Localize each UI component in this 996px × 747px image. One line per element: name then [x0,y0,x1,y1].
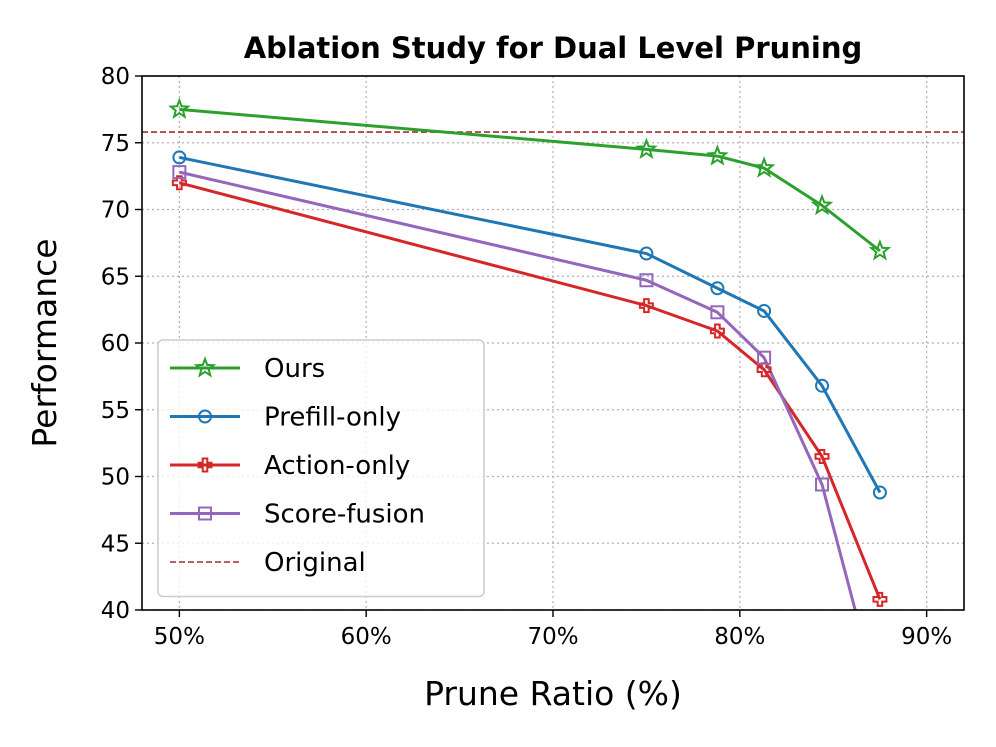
y-tick-label: 55 [101,398,130,424]
data-point-action-only [814,448,830,464]
ticks: 50% 60% 70% 80% 90% 40 45 50 55 60 65 70 75 80 [101,64,952,650]
legend-box [157,339,485,598]
data-point-ours [810,193,834,216]
data-point-ours [752,156,776,178]
data-point-action-only [638,298,654,314]
data-point-score-fusion [172,165,187,180]
x-tick-label: 90% [901,624,952,650]
legend-marker-score-fusion [198,506,212,521]
legend: Ours Prefill-only Action-only Score-fusion O… [157,339,485,598]
y-tick-label: 75 [101,131,130,157]
series-line-action-only [178,181,882,600]
data-point-prefill-only [815,378,830,393]
x-axis-title: Prune Ratio (%) [424,674,682,713]
data-point-ours [168,97,191,119]
y-tick-label: 80 [101,64,130,90]
data-point-score-fusion [874,697,886,709]
y-tick-label: 45 [101,531,130,557]
data-point-score-fusion [757,350,772,365]
data-point-score-fusion [639,273,654,288]
data-point-prefill-only [872,485,887,500]
marker-layer [168,97,892,709]
y-tick-label: 40 [101,598,130,624]
legend-marker-prefill-only [198,409,212,424]
legend-label-ours: Ours [264,354,325,384]
x-tick-label: 50% [154,624,205,650]
data-point-prefill-only [172,150,187,165]
legend-label-original: Original [264,548,366,578]
data-point-prefill-only [757,303,772,318]
series-line-prefill-only [179,155,882,494]
y-tick-label: 50 [101,465,130,491]
data-point-prefill-only [639,246,654,261]
legend-marker-ours [193,356,217,378]
data-point-action-only [709,323,725,339]
x-tick-label: 60% [341,624,392,650]
y-tick-label: 60 [101,331,130,357]
data-point-ours [706,144,729,166]
data-point-ours [635,137,658,160]
y-tick-label: 70 [101,198,130,224]
legend-label-action-only: Action-only [264,451,410,481]
data-point-action-only [872,591,888,607]
chart-title: Ablation Study for Dual Level Pruning [244,31,863,65]
data-point-prefill-only [710,281,725,296]
y-axis-title: Performance [25,238,64,447]
series-line-score-fusion [179,170,857,610]
x-tick-label: 70% [527,624,578,650]
legend-label-score-fusion: Score-fusion [264,500,425,530]
data-point-action-only [171,175,187,191]
y-tick-label: 65 [101,264,130,290]
data-point-ours [868,239,892,261]
series-layer [142,107,964,610]
series-line-ours [179,107,881,253]
legend-marker-action-only [197,457,213,473]
x-tick-label: 80% [714,624,765,650]
data-point-score-fusion [815,477,830,492]
data-point-action-only [756,362,772,378]
legend-label-prefill-only: Prefill-only [264,403,401,433]
data-point-score-fusion [710,305,725,320]
